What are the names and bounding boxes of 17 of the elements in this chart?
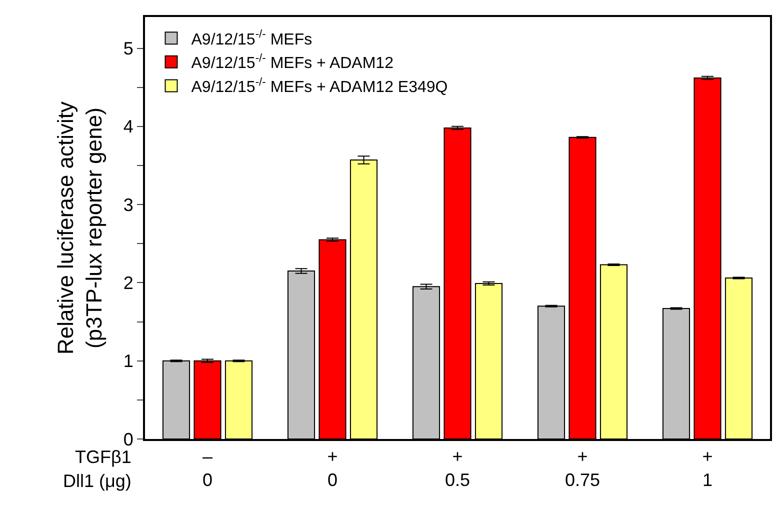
y-tick-label: 3 bbox=[123, 194, 134, 215]
y-tick-label: 1 bbox=[123, 351, 134, 372]
y-axis-title: Relative luciferase activity (p3TP-lux reporter gene) bbox=[53, 101, 107, 355]
y-tick-label: 0 bbox=[123, 429, 134, 450]
x-tick-label: + 0.75 bbox=[564, 446, 600, 490]
text: TGFβ1 bbox=[75, 447, 132, 467]
y-tick-label: 4 bbox=[123, 116, 134, 137]
x-tick-label: + 1 bbox=[702, 446, 713, 490]
x-tick-label: + 0 bbox=[327, 446, 338, 490]
legend-label: A9/12/15$^{-/-}$ MEFs + ADAM12 bbox=[191, 52, 394, 72]
y-tick-label: 2 bbox=[123, 273, 134, 293]
legend-label: A9/12/15$^{-/-}$ MEFs bbox=[191, 28, 312, 48]
x-tick-label: – 0 bbox=[202, 446, 213, 490]
legend-label: A9/12/15$^{-/-}$ MEFs + ADAM12 E349Q bbox=[191, 76, 448, 96]
x-tick-label: + 0.5 bbox=[444, 446, 470, 490]
y-tick-label: 5 bbox=[123, 38, 134, 59]
text: Dll1 (μg) bbox=[63, 471, 132, 491]
